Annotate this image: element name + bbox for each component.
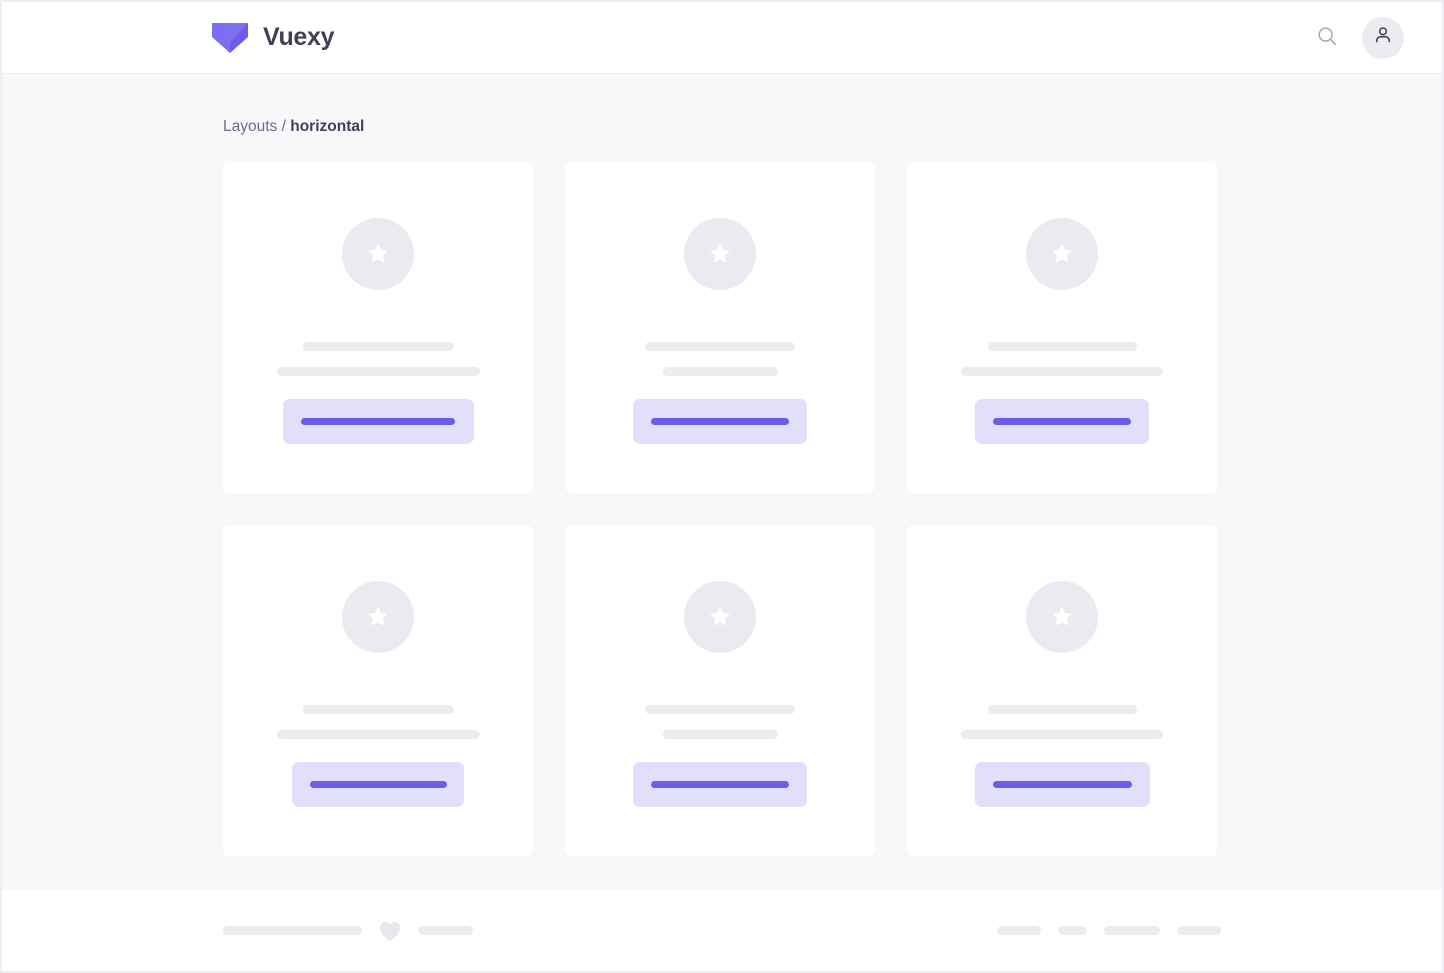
card-avatar (342, 217, 414, 290)
footer-container (223, 920, 1221, 942)
avatar[interactable] (1362, 16, 1404, 59)
star-icon (363, 602, 393, 632)
card-button-bar (651, 780, 789, 788)
card-placeholder-line-1 (645, 341, 795, 351)
card-placeholder-line-2 (662, 729, 778, 739)
card-placeholder-line-1 (987, 341, 1137, 351)
heart-icon (378, 920, 402, 942)
content-card[interactable] (565, 161, 875, 493)
card-avatar (1026, 217, 1098, 290)
card-button-bar (993, 417, 1131, 425)
footer-link-bar[interactable] (997, 926, 1041, 935)
card-placeholder-line-1 (302, 341, 454, 351)
app-footer (2, 890, 1442, 971)
card-placeholder-line-2 (276, 366, 480, 376)
footer-left-group (223, 920, 473, 942)
card-placeholder-line-1 (302, 704, 454, 714)
card-avatar (342, 580, 414, 653)
card-action-button[interactable] (282, 398, 474, 444)
footer-right-group (997, 926, 1221, 935)
footer-link-bar[interactable] (1104, 926, 1160, 935)
card-avatar (684, 217, 756, 290)
breadcrumb-current: horizontal (290, 118, 365, 135)
brand-logo[interactable]: Vuexy (210, 21, 335, 55)
card-action-button[interactable] (633, 398, 807, 444)
footer-placeholder-bar (223, 926, 362, 935)
breadcrumb: Layouts / horizontal (223, 118, 1221, 137)
card-placeholder-line-1 (987, 704, 1137, 714)
card-button-bar (992, 780, 1132, 788)
content-card[interactable] (907, 161, 1217, 493)
breadcrumb-separator: / (281, 118, 286, 135)
content-container: Layouts / horizontal (223, 118, 1221, 856)
card-placeholder-line-2 (961, 366, 1163, 376)
vuexy-chevron-logo-icon (210, 21, 250, 55)
star-icon (1047, 239, 1077, 269)
footer-link-bar[interactable] (1058, 926, 1087, 935)
card-action-button[interactable] (975, 398, 1149, 444)
app-header: Vuexy (2, 2, 1442, 74)
card-action-button[interactable] (633, 761, 807, 807)
content-card[interactable] (565, 524, 875, 856)
search-icon (1316, 25, 1338, 50)
content-card[interactable] (907, 524, 1217, 856)
footer-placeholder-bar (418, 926, 473, 935)
footer-link-bar[interactable] (1177, 926, 1221, 935)
card-placeholder-line-2 (662, 366, 778, 376)
content-card[interactable] (223, 524, 533, 856)
card-grid (223, 161, 1221, 856)
card-avatar (1026, 580, 1098, 653)
brand-name: Vuexy (263, 23, 335, 51)
card-action-button[interactable] (974, 761, 1150, 807)
star-icon (705, 239, 735, 269)
star-icon (363, 239, 393, 269)
user-avatar-icon (1372, 24, 1394, 51)
card-button-bar (651, 417, 789, 425)
card-placeholder-line-1 (645, 704, 795, 714)
card-button-bar (309, 780, 447, 788)
star-icon (1047, 602, 1077, 632)
content-card[interactable] (223, 161, 533, 493)
main-content: Layouts / horizontal (2, 74, 1442, 890)
header-actions (1314, 16, 1404, 59)
card-avatar (684, 580, 756, 653)
card-button-bar (301, 417, 455, 425)
card-action-button[interactable] (292, 761, 464, 807)
card-placeholder-line-2 (961, 729, 1163, 739)
card-placeholder-line-2 (276, 729, 480, 739)
star-icon (705, 602, 735, 632)
search-button[interactable] (1314, 25, 1340, 51)
breadcrumb-root[interactable]: Layouts (223, 118, 278, 135)
